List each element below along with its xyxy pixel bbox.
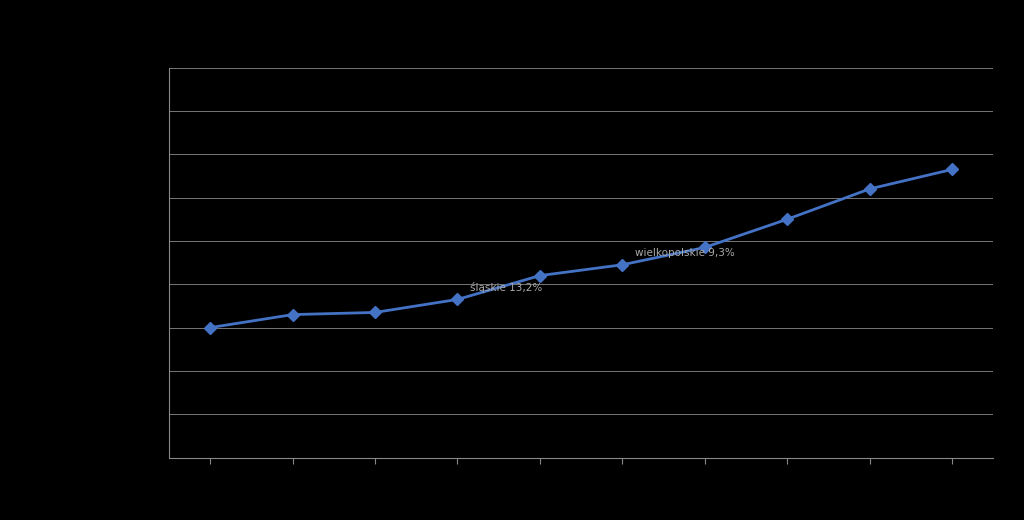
Text: śląskie 13,2%: śląskie 13,2% (470, 282, 542, 293)
Text: wielkopolskie 9,3%: wielkopolskie 9,3% (635, 248, 734, 258)
